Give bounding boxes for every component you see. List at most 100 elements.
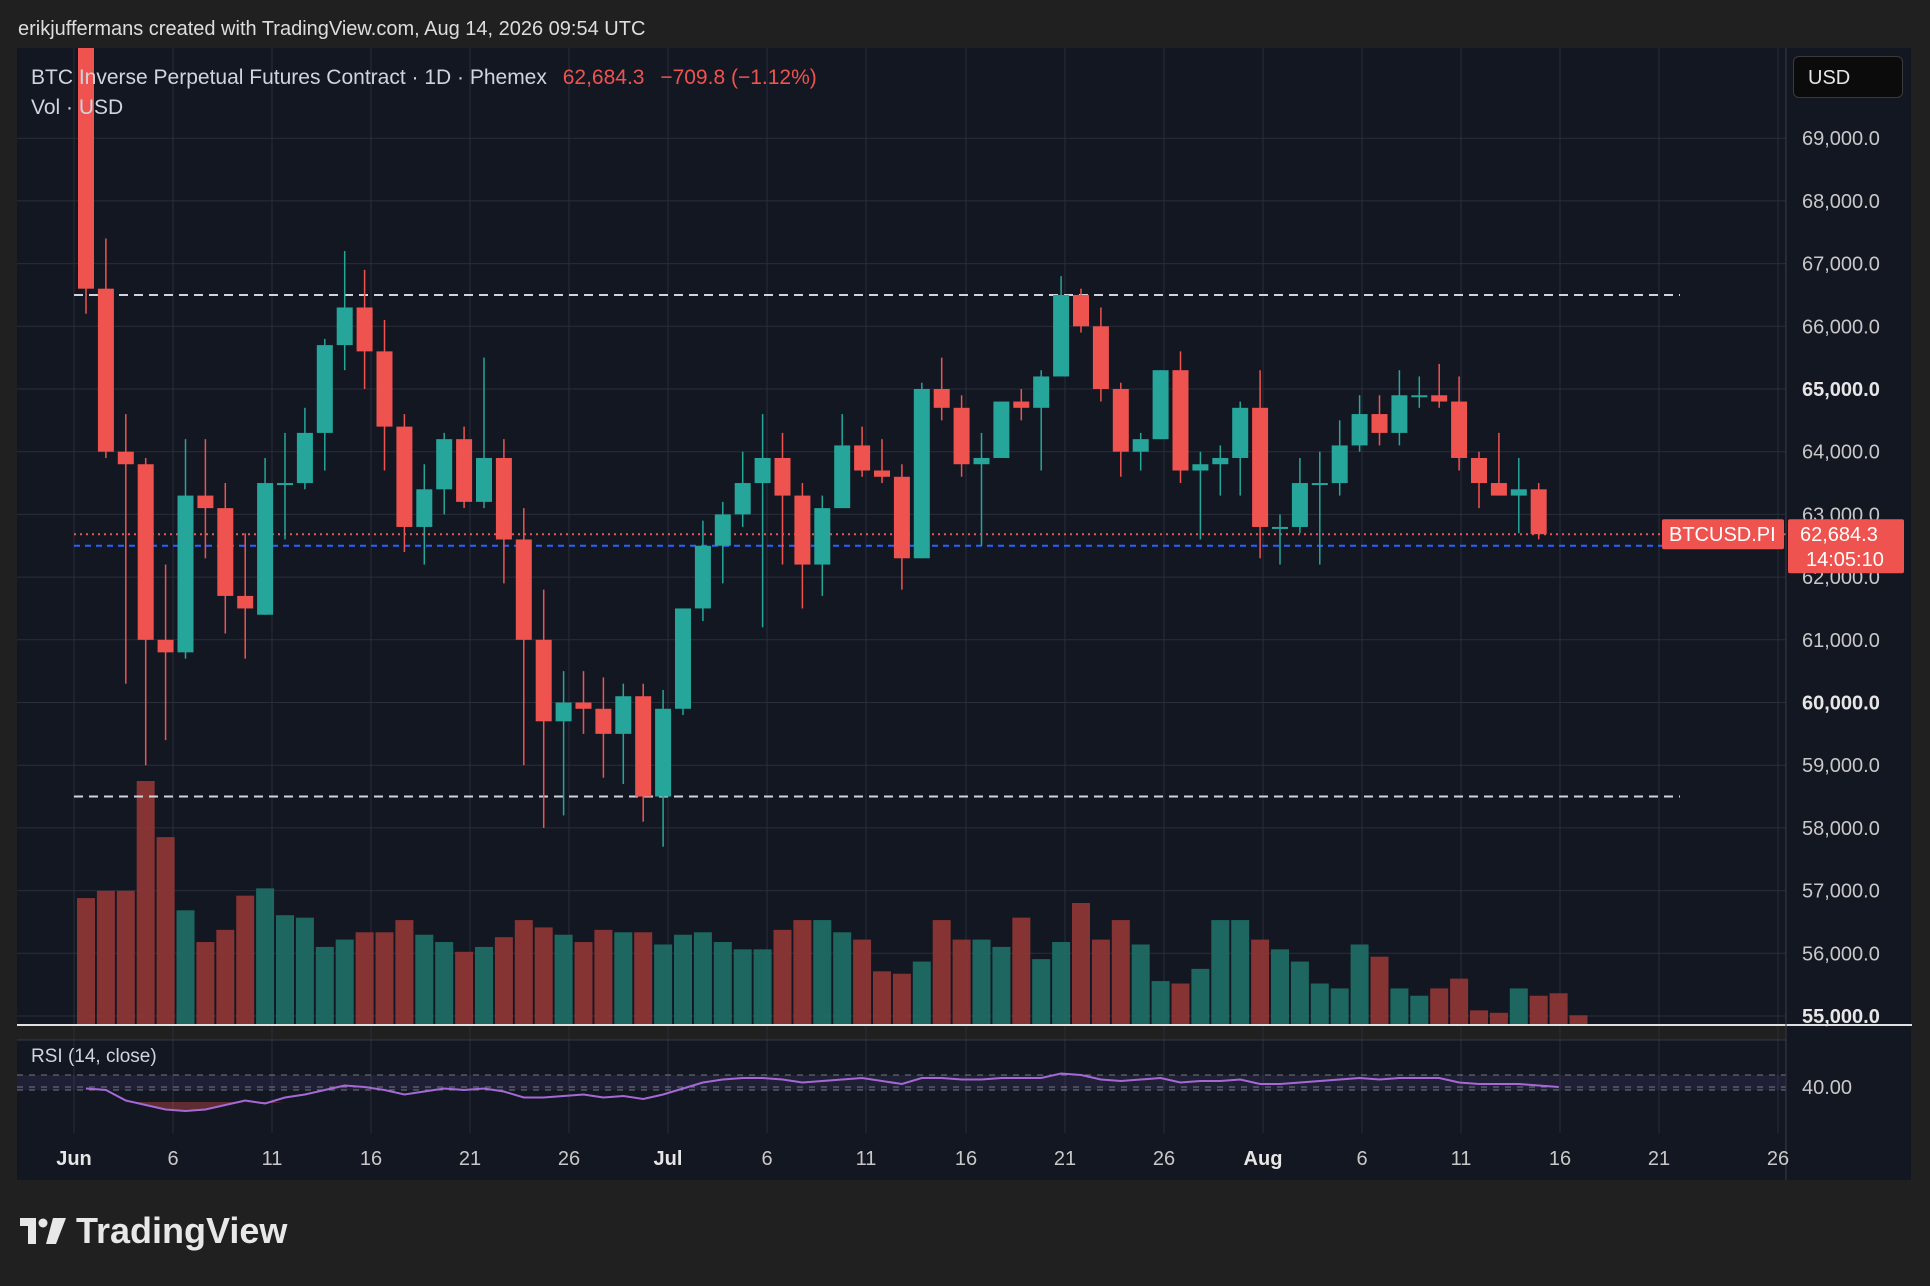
price-tick-label: 55,000.0 xyxy=(1802,1006,1880,1028)
candle xyxy=(157,564,174,741)
candle xyxy=(1351,395,1368,452)
volume-bar xyxy=(96,890,115,1025)
volume-bar xyxy=(594,929,613,1025)
candle-body xyxy=(595,708,612,734)
candle-body xyxy=(515,539,532,640)
candle-body xyxy=(874,470,890,477)
candle-body xyxy=(854,445,871,471)
candle xyxy=(78,48,94,314)
volume-bar xyxy=(833,932,852,1025)
candle xyxy=(456,426,473,509)
tradingview-logo[interactable]: TradingView xyxy=(20,1210,287,1252)
candle-body xyxy=(237,595,254,609)
candle-body xyxy=(197,495,214,509)
candle xyxy=(694,520,711,621)
price-tick-label: 64,000.0 xyxy=(1802,442,1880,464)
volume-legend[interactable]: Vol · USD xyxy=(31,96,124,119)
brand-name: TradingView xyxy=(76,1210,288,1251)
date-tick-label: 26 xyxy=(1767,1148,1789,1170)
candle xyxy=(376,320,393,471)
candle-body xyxy=(1291,483,1308,527)
volume-bar xyxy=(1330,988,1349,1025)
date-tick-label: 6 xyxy=(1356,1148,1367,1170)
candle-body xyxy=(1192,464,1209,471)
price-tick-label: 61,000.0 xyxy=(1802,630,1880,652)
volume-bar xyxy=(554,934,573,1025)
volume-bar xyxy=(455,951,474,1025)
candle xyxy=(1252,370,1269,559)
date-tick-label: 6 xyxy=(761,1148,772,1170)
candle-body xyxy=(893,476,910,559)
volume-bar xyxy=(276,915,294,1025)
candle-body xyxy=(456,439,473,502)
date-tick-label: Jun xyxy=(56,1148,92,1170)
candle xyxy=(117,414,134,684)
volume-bar xyxy=(793,920,812,1025)
candle xyxy=(635,683,652,822)
volume-bar xyxy=(494,937,513,1025)
candle-body xyxy=(476,457,492,502)
candle xyxy=(1311,451,1328,565)
volume-bar xyxy=(1509,988,1528,1025)
candle-body xyxy=(615,696,632,734)
candle-body xyxy=(1530,489,1547,535)
candle-body xyxy=(1371,414,1388,433)
candle-body xyxy=(973,457,990,465)
date-tick-label: 21 xyxy=(1054,1148,1076,1170)
volume-bar xyxy=(415,934,434,1025)
candle xyxy=(774,432,791,565)
candle-body xyxy=(1490,483,1507,496)
candle xyxy=(1232,401,1249,496)
volume-bar xyxy=(1410,995,1429,1025)
candle xyxy=(1013,389,1030,421)
candle xyxy=(834,414,851,509)
candle xyxy=(137,457,154,766)
volume-bar xyxy=(1310,983,1329,1025)
volume-bar xyxy=(932,920,951,1025)
last-price-tag xyxy=(1788,519,1904,574)
price-tick-label: 58,000.0 xyxy=(1802,818,1880,840)
date-tick-label: 21 xyxy=(1648,1148,1670,1170)
rsi-band xyxy=(17,1075,1785,1090)
candle xyxy=(1530,483,1547,540)
candle xyxy=(97,238,114,458)
candle xyxy=(177,439,194,659)
countdown-label: 14:05:10 xyxy=(1806,549,1884,571)
candle xyxy=(1073,288,1089,333)
candle-body xyxy=(1471,457,1487,484)
rsi-line xyxy=(85,1072,1559,1113)
candle-body xyxy=(1252,407,1269,527)
volume-bar xyxy=(1370,956,1389,1025)
volume-bar xyxy=(1430,988,1449,1025)
candle xyxy=(1451,376,1468,471)
candle xyxy=(1053,276,1070,377)
candle-body xyxy=(814,508,831,565)
candle xyxy=(1471,451,1487,509)
symbol-name[interactable]: BTC Inverse Perpetual Futures Contract ·… xyxy=(31,66,547,89)
price-change: −709.8 (−1.12%) xyxy=(660,66,817,89)
candle-body xyxy=(655,708,672,797)
candle-body xyxy=(376,351,393,427)
candle xyxy=(217,483,234,634)
rsi-legend[interactable]: RSI (14, close) xyxy=(31,1046,157,1067)
volume-bar xyxy=(992,946,1011,1025)
date-tick-label: 21 xyxy=(459,1148,481,1170)
volume-bar xyxy=(196,942,215,1025)
currency-button[interactable]: USD xyxy=(1793,56,1903,98)
candle-body xyxy=(1152,370,1169,440)
volume-bar xyxy=(514,920,533,1025)
candle-body xyxy=(1172,370,1189,471)
candle-body xyxy=(1391,395,1408,433)
symbol-tag-label: BTCUSD.PI xyxy=(1669,524,1776,546)
volume-bar xyxy=(256,888,275,1025)
candle xyxy=(973,432,990,546)
volume-bar xyxy=(892,973,911,1025)
candle-body xyxy=(1073,294,1089,327)
volume-bar xyxy=(435,942,454,1025)
price-tick-label: 69,000.0 xyxy=(1802,128,1880,150)
candle-body xyxy=(555,702,572,722)
date-tick-label: 6 xyxy=(167,1148,178,1170)
volume-bar xyxy=(1529,995,1548,1025)
volume-bar xyxy=(1111,920,1130,1025)
